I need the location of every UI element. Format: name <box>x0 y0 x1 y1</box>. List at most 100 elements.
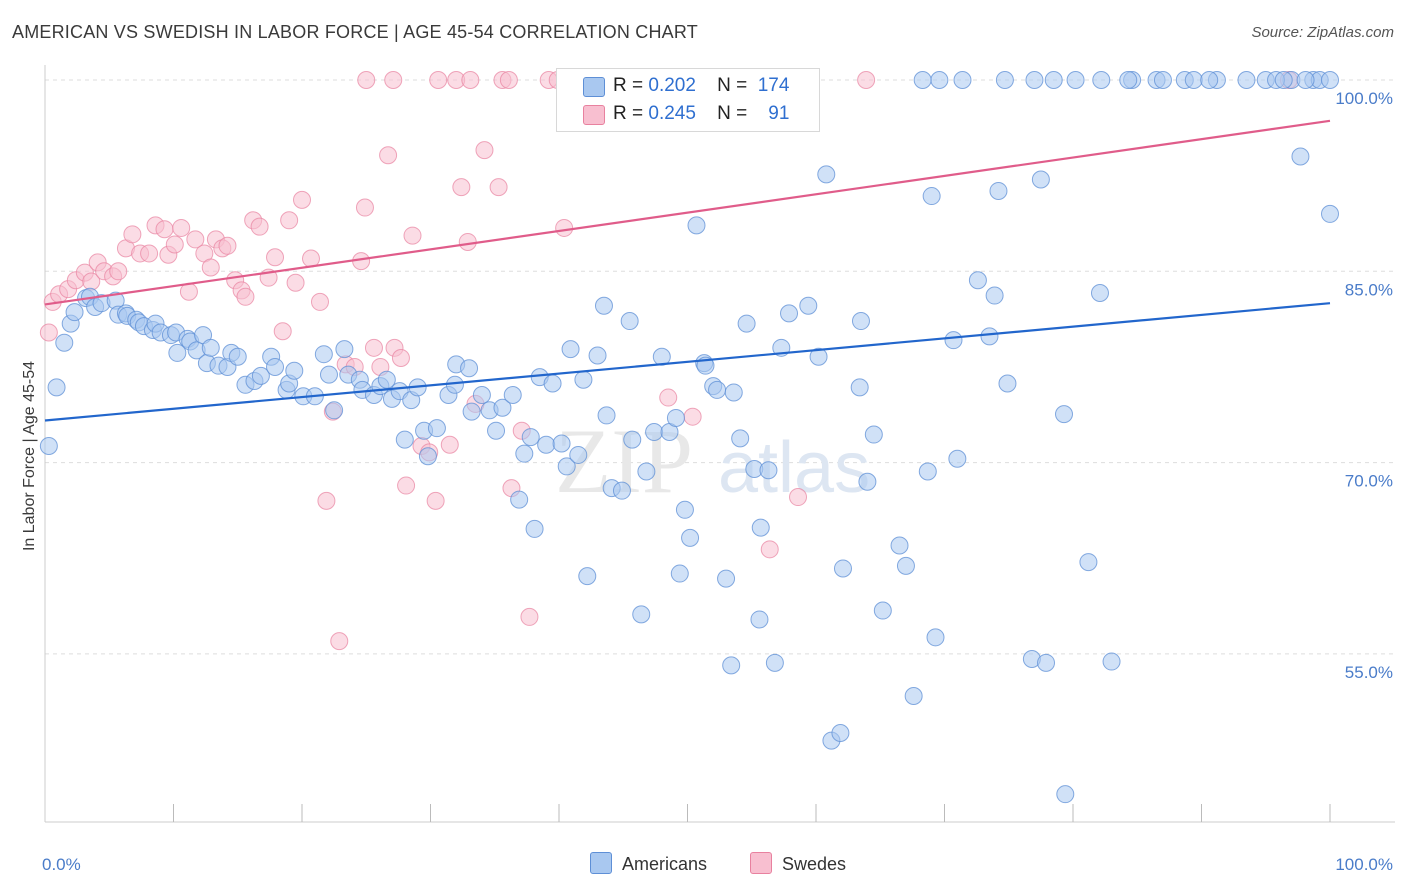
americans-point <box>251 366 270 385</box>
americans-point <box>612 481 631 500</box>
americans-point <box>980 327 999 346</box>
swedes-point <box>659 388 678 407</box>
swedes-point <box>355 198 374 217</box>
americans-point <box>445 375 464 394</box>
swedes-point <box>123 225 142 244</box>
swedes-point <box>452 178 471 197</box>
americans-point <box>1044 71 1063 89</box>
swedes-point <box>317 491 336 510</box>
americans-point <box>493 398 512 417</box>
legend-n-value: 91 <box>768 103 790 124</box>
swedes-point <box>489 178 508 197</box>
americans-point <box>418 447 437 466</box>
americans-point <box>1274 71 1293 89</box>
swedes-point <box>440 435 459 454</box>
swedes-point <box>379 146 398 165</box>
americans-point <box>543 374 562 393</box>
americans-point <box>1321 204 1339 223</box>
americans-point <box>833 559 852 578</box>
americans-point <box>319 365 338 384</box>
americans-trend-line <box>44 302 1331 422</box>
americans-point <box>817 165 836 184</box>
swedes-point <box>357 71 376 89</box>
americans-point <box>460 359 479 378</box>
swedes-point <box>461 71 480 89</box>
legend-r-value: 0.245 <box>648 103 696 124</box>
americans-point <box>637 462 656 481</box>
swedes-point <box>310 292 329 311</box>
swedes-point <box>236 287 255 306</box>
americans-points <box>39 71 1339 804</box>
americans-point <box>510 490 529 509</box>
americans-point <box>266 357 285 376</box>
americans-point <box>666 408 685 427</box>
swedes-point <box>458 232 477 251</box>
americans-legend-swatch <box>590 852 612 874</box>
americans-point <box>525 519 544 538</box>
y-axis-title: In Labor Force | Age 45-54 <box>21 361 38 551</box>
americans-point <box>850 378 869 397</box>
americans-point <box>462 402 481 421</box>
y-tick-label: 85.0% <box>1345 280 1393 299</box>
americans-point <box>1079 553 1098 572</box>
swedes-point <box>165 235 184 254</box>
swedes-point <box>109 262 128 281</box>
americans-point <box>731 429 750 448</box>
americans-point <box>896 556 915 575</box>
legend-n-value: 174 <box>757 75 790 96</box>
chart-title: AMERICAN VS SWEDISH IN LABOR FORCE | AGE… <box>12 22 698 42</box>
americans-point <box>569 445 588 464</box>
correlation-legend: R = 0.202 N = 174 R = 0.245 N = 91 <box>556 68 820 132</box>
americans-point <box>1102 652 1121 671</box>
americans-point <box>998 374 1017 393</box>
chart-source: Source: ZipAtlas.com <box>1251 24 1394 41</box>
americans-point <box>989 181 1008 200</box>
x-tick-label: 0.0% <box>42 855 81 874</box>
americans-point <box>890 536 909 555</box>
americans-point <box>922 187 941 206</box>
legend-r-label: R = <box>613 103 644 124</box>
swedes-point <box>140 244 159 263</box>
americans-point <box>765 653 784 672</box>
americans-point <box>1184 71 1203 89</box>
legend-r-label: R = <box>613 75 644 96</box>
americans-point <box>831 723 850 742</box>
americans-point <box>65 303 84 322</box>
americans-point <box>687 216 706 235</box>
americans-point <box>953 71 972 89</box>
americans-point <box>858 472 877 491</box>
swedes-point <box>384 71 403 89</box>
swedes-point <box>218 236 237 255</box>
swedes-point <box>364 338 383 357</box>
americans-point <box>537 435 556 454</box>
americans-point <box>395 430 414 449</box>
americans-point <box>722 656 741 675</box>
americans-point <box>521 428 540 447</box>
americans-point <box>285 361 304 380</box>
swedes-point <box>293 190 311 209</box>
americans-point <box>1056 785 1075 804</box>
swedes-point <box>201 258 220 277</box>
americans-point <box>873 601 892 620</box>
americans-point <box>1119 71 1138 89</box>
swedes-trend-line <box>44 119 1331 306</box>
swedes-point <box>172 218 191 237</box>
americans-point <box>737 314 756 333</box>
bottom-legend-americans: Americans <box>590 852 707 875</box>
americans-point <box>1037 653 1056 672</box>
swedes-point <box>520 607 539 626</box>
americans-point <box>1025 71 1044 89</box>
swedes-legend-swatch <box>750 852 772 874</box>
swedes-point <box>330 632 349 651</box>
swedes-point <box>280 211 299 230</box>
bottom-legend-swedes: Swedes <box>750 852 846 875</box>
americans-point <box>335 340 354 359</box>
americans-point <box>427 419 446 438</box>
americans-point <box>948 449 967 468</box>
americans-point <box>578 567 597 586</box>
americans-point <box>926 628 945 647</box>
americans-point <box>557 457 576 476</box>
americans-point <box>985 286 1004 305</box>
americans-point <box>515 444 534 463</box>
